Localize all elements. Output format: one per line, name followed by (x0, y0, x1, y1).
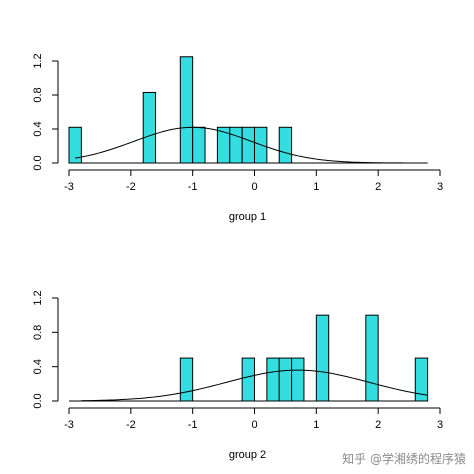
histogram-bar (216, 126, 231, 164)
y-tick-label: 0.8 (32, 325, 44, 340)
histogram-bar (241, 126, 255, 164)
histogram-bar (229, 126, 243, 164)
x-tick-label: 0 (251, 419, 257, 431)
histogram-bar (278, 126, 293, 164)
histogram-bar (179, 357, 194, 402)
x-tick-label: 1 (313, 419, 319, 431)
y-tick-label: 1.2 (32, 290, 44, 305)
y-tick-label: 0.0 (32, 393, 44, 408)
x-tick-label: -3 (64, 419, 74, 431)
histogram-bar (142, 91, 157, 164)
histogram-bar (266, 357, 280, 402)
panel-group-2: -3 -2 -1 0 1 2 3 0.0 0.4 0.8 1.2 group 2 (32, 290, 443, 461)
x-tick-label: 0 (251, 181, 257, 193)
x-axis-title: group 2 (229, 449, 266, 461)
x-tick-label: -3 (64, 181, 74, 193)
histogram-bar (291, 357, 305, 402)
histogram-bar (278, 357, 293, 402)
y-tick-label: 0.4 (32, 121, 44, 136)
y-tick-label: 1.2 (32, 53, 44, 68)
histogram-bar (192, 126, 206, 164)
x-tick-label: 3 (437, 419, 443, 431)
x-tick-label: -2 (126, 419, 136, 431)
x-tick-label: -1 (188, 181, 198, 193)
histogram-bar (179, 56, 194, 164)
histogram-bar (315, 314, 330, 402)
x-tick-label: 1 (313, 181, 319, 193)
x-tick-label: 2 (375, 419, 381, 431)
x-tick-label: -2 (126, 181, 136, 193)
x-tick-label: 3 (437, 181, 443, 193)
x-tick-label: 2 (375, 181, 381, 193)
histogram-bar (241, 357, 255, 402)
density-curve (75, 126, 428, 164)
density-curve (81, 369, 428, 402)
panel-group-1: -3 -2 -1 0 1 2 3 0.0 0.4 0.8 1.2 group 1 (32, 53, 443, 223)
y-tick-label: 0.4 (32, 359, 44, 374)
histogram-bar (365, 314, 379, 402)
y-tick-label: 0.8 (32, 87, 44, 102)
watermark-text: 知乎 @学湘绣的程序猿 (342, 451, 466, 466)
y-tick-label: 0.0 (32, 155, 44, 170)
x-tick-label: -1 (188, 419, 198, 431)
x-axis-title: group 1 (229, 211, 266, 223)
